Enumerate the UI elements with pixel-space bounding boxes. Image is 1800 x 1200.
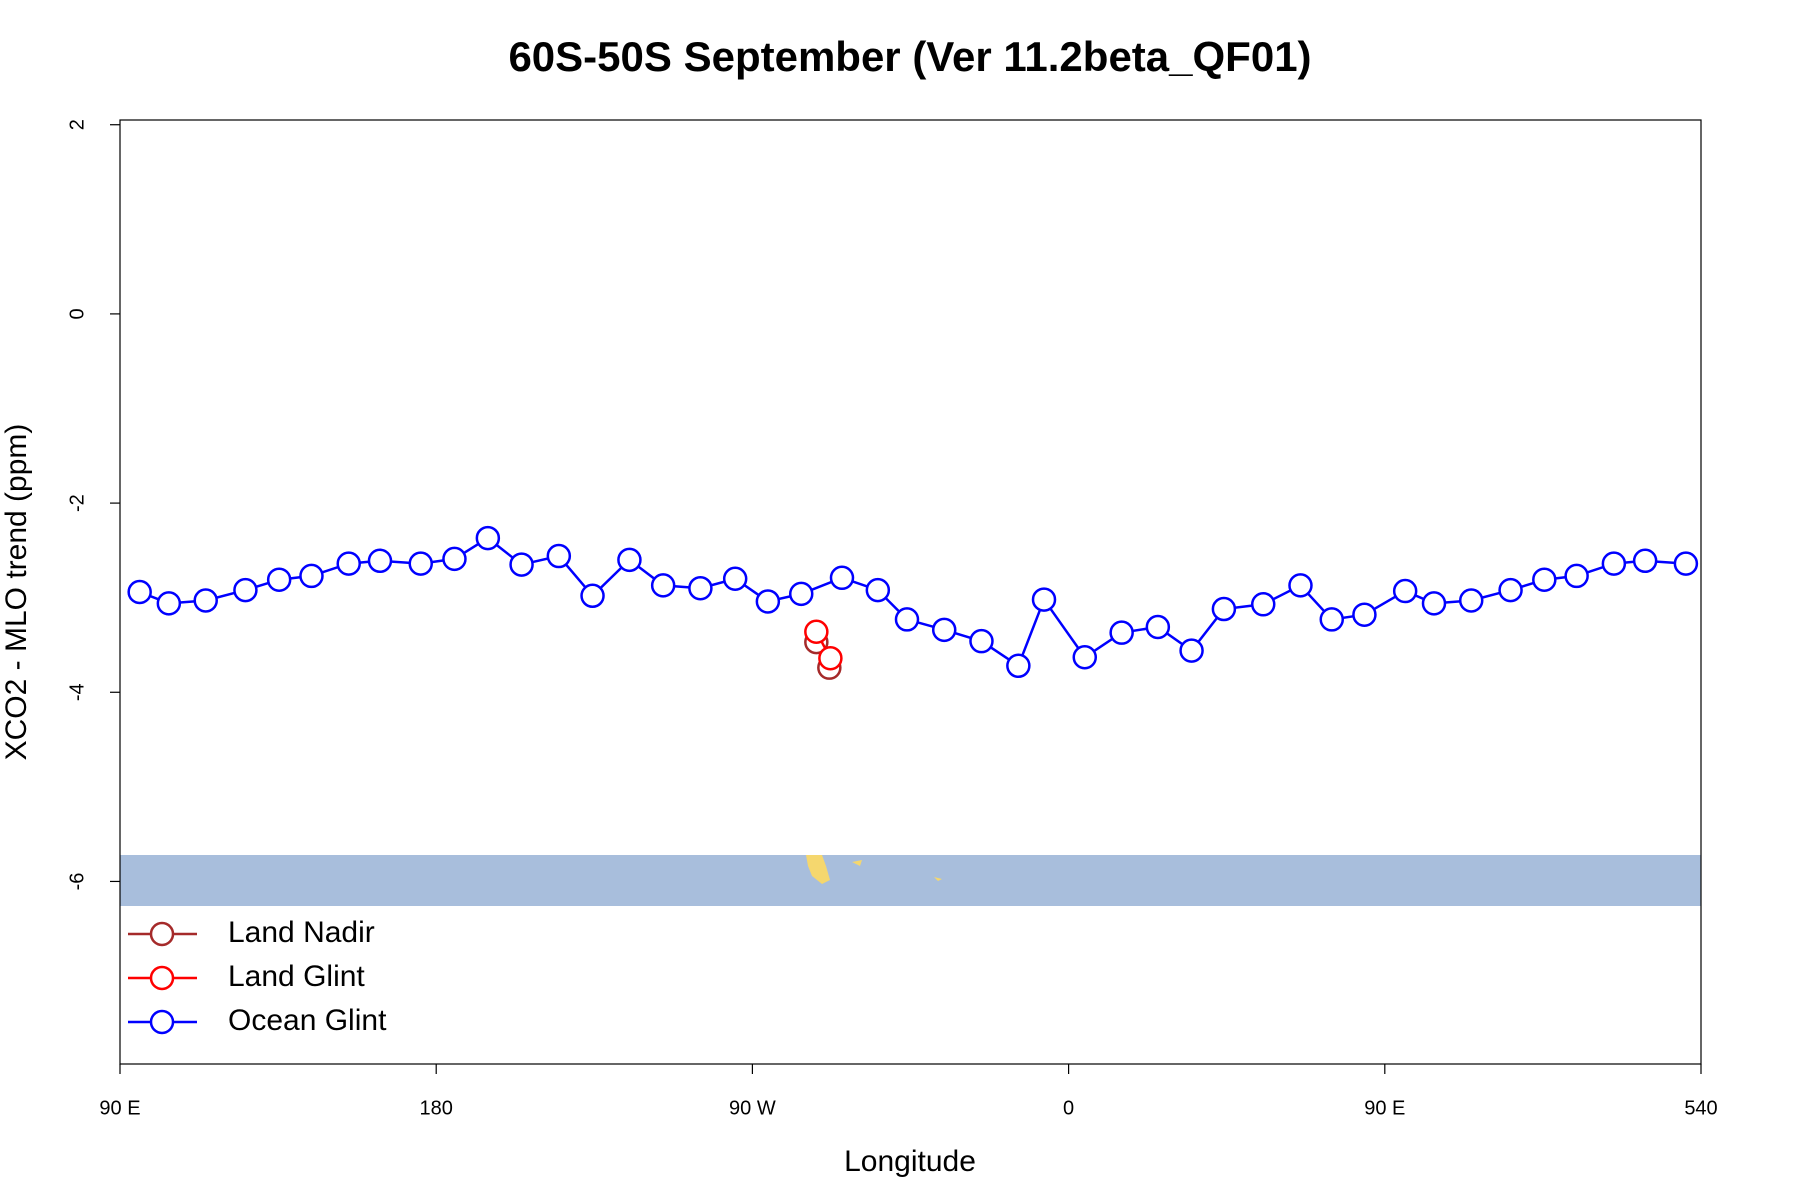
data-point — [1421, 591, 1447, 616]
legend-label: Land Glint — [228, 960, 365, 993]
y-axis-label: XCO2 - MLO trend (ppm) — [0, 424, 33, 761]
data-point — [969, 628, 994, 654]
data-point — [1250, 592, 1276, 617]
map-strip — [120, 855, 1701, 906]
data-point — [755, 589, 781, 614]
y-tick-label: -2 — [66, 494, 88, 512]
data-point — [894, 607, 920, 632]
data-point — [580, 583, 605, 609]
data-point — [1392, 578, 1418, 604]
data-point — [509, 552, 534, 577]
map-land — [852, 860, 862, 866]
data-point — [1288, 573, 1313, 598]
map-land — [806, 855, 830, 884]
data-point — [788, 581, 814, 607]
legend-marker — [149, 965, 175, 991]
data-point — [818, 645, 843, 671]
y-tick-label: 2 — [66, 119, 88, 130]
data-point — [722, 566, 748, 592]
legend-label: Ocean Glint — [228, 1004, 387, 1037]
data-point — [1072, 645, 1098, 670]
x-tick-label: 90 E — [1364, 1097, 1405, 1119]
data-point — [1458, 588, 1484, 613]
data-point — [1352, 602, 1377, 627]
data-point — [650, 573, 676, 598]
map-land — [934, 877, 942, 881]
y-tick-label: -6 — [66, 873, 88, 891]
data-point — [475, 525, 501, 551]
data-point — [233, 577, 258, 603]
data-point — [1319, 607, 1344, 632]
data-point — [931, 617, 957, 643]
data-point — [1673, 551, 1699, 576]
data-point — [1632, 548, 1658, 574]
data-point — [1006, 653, 1031, 679]
data-point — [1601, 551, 1627, 576]
data-point — [367, 548, 393, 574]
legend-label: Land Nadir — [228, 916, 375, 949]
data-point — [1145, 614, 1171, 640]
legend-marker — [149, 921, 175, 947]
y-tick-label: -4 — [66, 683, 88, 701]
data-point — [546, 543, 572, 569]
x-tick-label: 90 W — [729, 1097, 776, 1119]
data-point — [1031, 587, 1057, 612]
data-point — [266, 567, 292, 592]
data-point — [156, 591, 182, 616]
data-point — [829, 565, 855, 591]
data-point — [442, 546, 467, 572]
x-tick-label: 540 — [1684, 1097, 1717, 1119]
x-tick-label: 180 — [420, 1097, 453, 1119]
data-point — [1109, 620, 1134, 645]
data-point — [1532, 567, 1557, 592]
data-point — [804, 619, 829, 644]
map-ocean — [120, 855, 1701, 906]
legend-marker — [149, 1009, 175, 1035]
data-point — [865, 577, 891, 603]
data-point — [1498, 577, 1523, 603]
data-point — [336, 551, 361, 576]
data-point — [688, 575, 713, 601]
data-point — [193, 588, 218, 613]
data-point — [299, 563, 324, 589]
x-tick-label: 90 E — [99, 1097, 140, 1119]
y-tick-label: 0 — [66, 308, 88, 319]
data-point — [408, 551, 433, 576]
data-point — [1564, 563, 1589, 589]
x-axis-label: Longitude — [844, 1145, 976, 1178]
data-point — [127, 579, 152, 605]
data-point — [617, 547, 642, 573]
chart-title: 60S-50S September (Ver 11.2beta_QF01) — [508, 33, 1311, 80]
x-tick-label: 0 — [1063, 1097, 1074, 1119]
data-point — [1179, 638, 1204, 663]
data-point — [1211, 596, 1237, 622]
plot-frame — [119, 119, 1702, 1065]
